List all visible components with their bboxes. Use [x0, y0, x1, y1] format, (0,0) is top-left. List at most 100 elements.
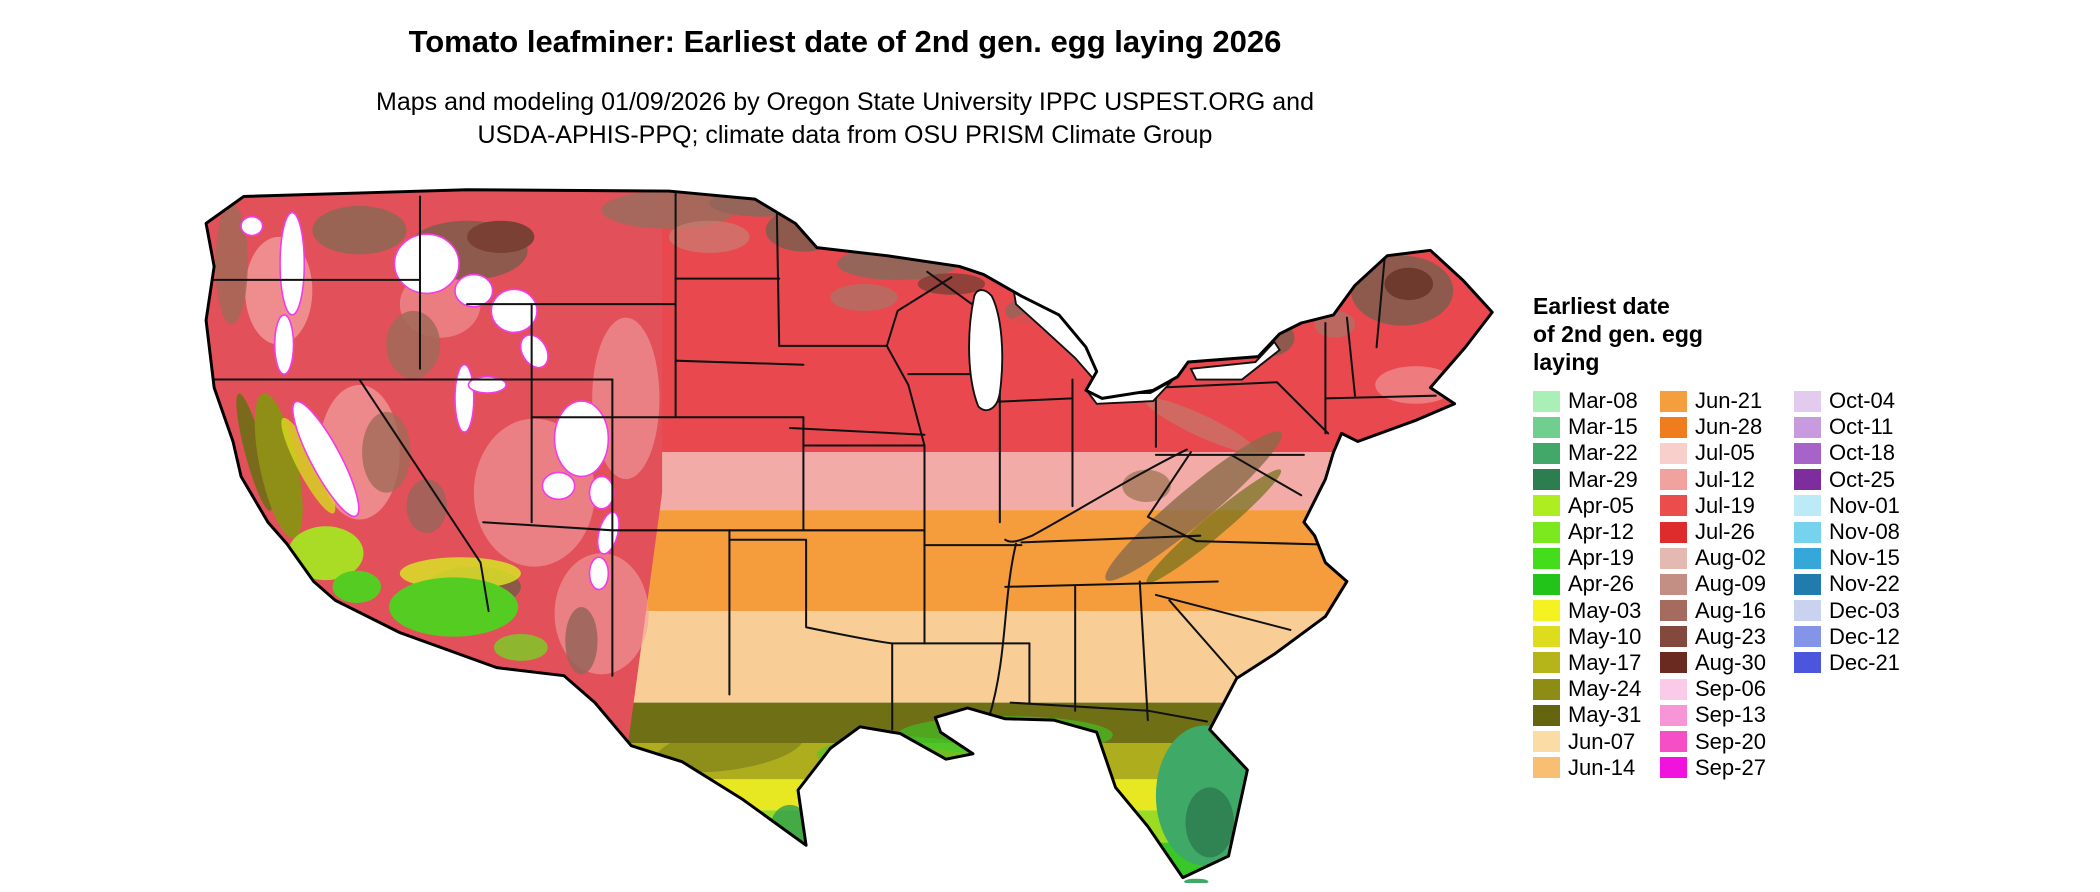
legend-date-label: Aug-30	[1695, 649, 1766, 675]
legend-color-swatch	[1660, 442, 1687, 464]
florida-keys	[1184, 878, 1209, 883]
legend-date-label: Nov-01	[1829, 492, 1900, 518]
legend-color-swatch	[1533, 442, 1560, 464]
map-raster	[206, 189, 1493, 878]
legend-date-label: May-17	[1568, 649, 1642, 675]
legend-entry: Oct-11	[1794, 414, 1926, 440]
legend-date-label: Apr-05	[1568, 492, 1635, 518]
figure-subtitle-line2: USDA-APHIS-PPQ; climate data from OSU PR…	[477, 121, 1213, 149]
legend-color-swatch	[1533, 626, 1560, 648]
legend-date-label: Aug-09	[1695, 571, 1766, 597]
legend-entry: Aug-23	[1660, 624, 1794, 650]
legend-entry: Sep-27	[1660, 755, 1794, 781]
map-high-elevation-patches	[240, 211, 620, 591]
us-choropleth-map	[204, 188, 1494, 883]
legend-color-swatch	[1794, 495, 1821, 517]
great-lakes	[968, 286, 1281, 411]
legend-date-label: Jul-26	[1695, 519, 1755, 545]
legend-date-label: Oct-04	[1829, 388, 1896, 414]
map-appalachian-streaks	[1105, 397, 1282, 584]
legend-entry: Jul-26	[1660, 519, 1794, 545]
legend-date-label: Mar-29	[1568, 466, 1638, 492]
legend-entry: Mar-08	[1533, 388, 1660, 414]
legend-date-label: Oct-25	[1829, 466, 1896, 492]
legend-date-label: Nov-22	[1829, 571, 1900, 597]
legend-color-swatch	[1533, 600, 1560, 622]
legend-column-1: Mar-08 Mar-15 Mar-22 Mar-29 Apr-05 Apr-12 Apr-…	[1533, 388, 1660, 781]
legend-color-swatch	[1533, 495, 1560, 517]
legend-entry: Jun-14	[1533, 755, 1660, 781]
legend-entry: Jun-07	[1533, 728, 1660, 754]
legend-color-swatch	[1794, 547, 1821, 569]
legend-color-swatch	[1660, 547, 1687, 569]
legend-date-label: Jun-14	[1568, 754, 1636, 780]
legend-date-label: Apr-26	[1568, 571, 1635, 597]
legend-color-swatch	[1794, 626, 1821, 648]
legend-entry: Sep-06	[1660, 676, 1794, 702]
legend-date-label: Jul-12	[1695, 466, 1755, 492]
legend-entry: Jun-28	[1660, 414, 1794, 440]
legend-entry: Mar-22	[1533, 440, 1660, 466]
legend-entry: Apr-12	[1533, 519, 1660, 545]
legend-date-label: Nov-15	[1829, 545, 1900, 571]
legend-color-swatch	[1533, 573, 1560, 595]
legend-entry: Oct-25	[1794, 467, 1926, 493]
legend-color-swatch	[1794, 600, 1821, 622]
legend-color-swatch	[1660, 652, 1687, 674]
legend-color-swatch	[1660, 731, 1687, 753]
legend-date-label: Sep-06	[1695, 676, 1766, 702]
legend-color-swatch	[1533, 521, 1560, 543]
legend-color-swatch	[1660, 521, 1687, 543]
map-california-southwest	[236, 393, 548, 661]
legend-color-swatch	[1533, 469, 1560, 491]
legend-entry: Apr-19	[1533, 545, 1660, 571]
legend-entry: May-24	[1533, 676, 1660, 702]
lake-ontario	[1189, 340, 1281, 381]
legend-column-2: Jun-21 Jun-28 Jul-05 Jul-12 Jul-19 Jul-26 Aug-…	[1660, 388, 1794, 781]
legend-date-label: May-03	[1568, 597, 1642, 623]
us-outline	[204, 188, 1494, 880]
legend-date-label: May-24	[1568, 676, 1642, 702]
legend-date-label: Dec-03	[1829, 597, 1900, 623]
legend-color-swatch	[1660, 573, 1687, 595]
legend-title: Earliest date of 2nd gen. egg laying	[1533, 292, 1926, 376]
legend-entry: Aug-16	[1660, 598, 1794, 624]
legend-title-line1: Earliest date	[1533, 293, 1670, 319]
legend-date-label: Sep-20	[1695, 728, 1766, 754]
legend-color-swatch	[1533, 416, 1560, 438]
legend-entry: Sep-13	[1660, 702, 1794, 728]
legend-entry: Nov-01	[1794, 493, 1926, 519]
legend-date-label: May-31	[1568, 702, 1642, 728]
legend-color-swatch	[1533, 704, 1560, 726]
legend-date-label: Sep-27	[1695, 754, 1766, 780]
legend-date-label: Dec-21	[1829, 649, 1900, 675]
legend-entry: Aug-30	[1660, 650, 1794, 676]
legend-entry: Apr-26	[1533, 571, 1660, 597]
legend-color-swatch	[1794, 573, 1821, 595]
legend-date-label: Dec-12	[1829, 623, 1900, 649]
legend-date-label: Aug-16	[1695, 597, 1766, 623]
legend-date-label: Jun-28	[1695, 414, 1763, 440]
legend-color-swatch	[1794, 469, 1821, 491]
legend-entry: May-17	[1533, 650, 1660, 676]
legend-entry: Sep-20	[1660, 728, 1794, 754]
legend-entry: May-31	[1533, 702, 1660, 728]
legend-entry: Oct-18	[1794, 440, 1926, 466]
legend-color-swatch	[1794, 652, 1821, 674]
legend-color-swatch	[1533, 547, 1560, 569]
legend-date-label: Aug-02	[1695, 545, 1766, 571]
figure-subtitle-line1: Maps and modeling 01/09/2026 by Oregon S…	[376, 88, 1314, 116]
legend-color-swatch	[1660, 626, 1687, 648]
legend-date-label: Jun-21	[1695, 388, 1763, 414]
legend-title-line2: of 2nd gen. egg	[1533, 321, 1703, 347]
legend-date-label: Apr-19	[1568, 545, 1635, 571]
legend-color-swatch	[1533, 757, 1560, 779]
legend-entry: Apr-05	[1533, 493, 1660, 519]
legend-entry: Oct-04	[1794, 388, 1926, 414]
map-legend: Earliest date of 2nd gen. egg laying Mar…	[1533, 292, 1926, 781]
legend-entry: Nov-08	[1794, 519, 1926, 545]
legend-entry: Aug-02	[1660, 545, 1794, 571]
legend-date-label: May-10	[1568, 623, 1642, 649]
lake-michigan	[968, 289, 1004, 411]
legend-color-swatch	[1660, 390, 1687, 412]
